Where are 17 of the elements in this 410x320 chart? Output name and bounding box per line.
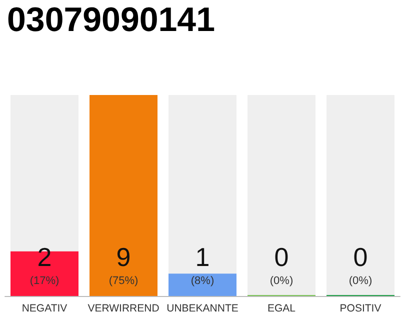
x-tick-label: POSITIV [340, 302, 382, 314]
annotation: (8%) [190, 275, 214, 287]
data-label: 2 [37, 242, 52, 272]
data-label: 0 [353, 242, 368, 272]
annotation: (0%) [348, 275, 372, 287]
annotation: (0%) [270, 275, 294, 287]
bar [168, 274, 236, 296]
x-tick-label: UNBEKANNTE [166, 302, 238, 314]
x-tick-label: EGAL [267, 302, 296, 314]
annotation: (75%) [108, 275, 138, 287]
x-tick-label: VERWIRREND [88, 302, 160, 314]
chart-title: 03079090141 [7, 1, 216, 39]
x-tick-label: NEGATIV [22, 302, 68, 314]
data-label: 9 [116, 242, 131, 272]
data-label: 1 [195, 242, 210, 272]
annotation: (17%) [30, 275, 60, 287]
data-label: 0 [274, 242, 289, 272]
